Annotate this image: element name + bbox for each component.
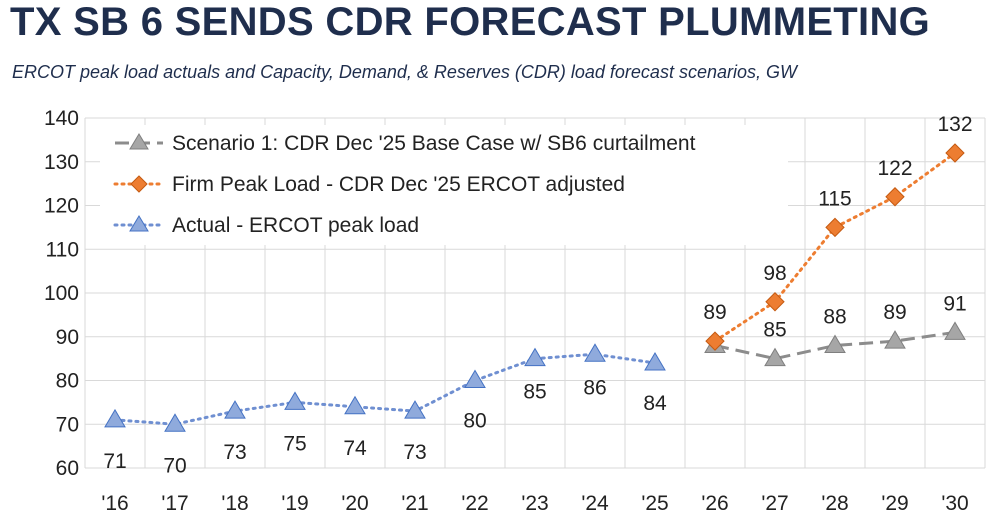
x-tick-label: '30 (941, 492, 968, 515)
x-tick-label: '16 (101, 492, 128, 515)
legend-marker-firm (130, 175, 148, 193)
data-label-firm: 89 (703, 301, 726, 324)
data-point-scenario1 (944, 321, 966, 340)
y-tick-label: 90 (56, 326, 79, 349)
data-label-scenario1: 88 (823, 306, 846, 329)
legend-marker-actual (129, 215, 149, 232)
data-label-actual: 71 (103, 450, 126, 473)
y-axis-ticks: 60 70 80 90 100 110 120 130 140 (44, 107, 79, 480)
chart-subtitle: ERCOT peak load actuals and Capacity, De… (12, 62, 797, 82)
y-tick-label: 140 (44, 107, 79, 130)
y-tick-label: 80 (56, 370, 79, 393)
data-point-actual (524, 347, 546, 367)
data-label-actual: 73 (223, 441, 246, 464)
data-label-firm: 98 (763, 262, 786, 285)
y-tick-label: 70 (56, 413, 79, 436)
legend-item-firm: Firm Peak Load - CDR Dec '25 ERCOT adjus… (113, 173, 625, 196)
x-tick-label: '25 (641, 492, 668, 515)
x-tick-label: '20 (341, 492, 368, 515)
data-point-firm (885, 187, 905, 207)
data-point-firm (765, 292, 785, 312)
y-tick-label: 110 (46, 238, 79, 261)
y-tick-label: 100 (44, 282, 79, 305)
legend-label-actual: Actual - ERCOT peak load (172, 214, 419, 237)
y-tick-label: 120 (44, 195, 79, 218)
x-tick-label: '26 (701, 492, 728, 515)
data-point-scenario1 (884, 330, 906, 349)
x-axis-ticks: '16 '17 '18 '19 '20 '21 '22 '23 '24 '25 '26 '27 '28 '… (101, 492, 968, 515)
data-label-actual: 84 (643, 392, 667, 415)
x-tick-label: '28 (821, 492, 848, 515)
data-label-actual: 75 (283, 432, 306, 455)
legend-marker-scenario1 (129, 133, 149, 150)
y-tick-label: 60 (56, 457, 79, 480)
legend-item-actual: Actual - ERCOT peak load (113, 214, 419, 237)
x-tick-label: '23 (521, 492, 548, 515)
data-label-actual: 80 (463, 410, 486, 433)
data-point-firm (945, 143, 965, 163)
data-point-scenario1 (824, 334, 846, 353)
data-label-scenario1: 89 (883, 301, 906, 324)
data-point-actual (584, 343, 606, 362)
x-tick-label: '27 (761, 492, 788, 515)
series-line-actual (113, 352, 657, 426)
data-label-firm: 132 (937, 113, 972, 136)
data-label-firm: 115 (818, 187, 851, 210)
data-point-firm (705, 331, 725, 351)
data-point-actual (404, 400, 426, 419)
x-tick-label: '21 (401, 492, 428, 515)
data-point-actual (284, 391, 306, 410)
legend-item-scenario1: Scenario 1: CDR Dec '25 Base Case w/ SB6… (115, 132, 696, 155)
data-point-scenario1 (764, 347, 786, 367)
data-label-actual: 73 (403, 441, 426, 464)
x-tick-label: '17 (161, 492, 188, 515)
data-label-actual: 86 (583, 376, 606, 399)
x-tick-label: '18 (221, 492, 248, 515)
data-point-actual (344, 395, 366, 415)
legend: Scenario 1: CDR Dec '25 Base Case w/ SB6… (100, 125, 788, 245)
data-point-actual (164, 413, 186, 432)
data-point-firm (825, 217, 845, 238)
data-point-actual (644, 352, 666, 371)
x-tick-label: '19 (281, 492, 308, 515)
data-point-actual (224, 400, 246, 419)
series-layer (104, 143, 966, 432)
data-label-actual: 70 (163, 454, 186, 477)
chart-title: TX SB 6 SENDS CDR FORECAST PLUMMETING (10, 0, 931, 44)
legend-background (100, 125, 788, 245)
data-point-actual (464, 369, 486, 388)
legend-label-firm: Firm Peak Load - CDR Dec '25 ERCOT adjus… (172, 173, 625, 196)
x-tick-label: '24 (581, 492, 609, 515)
data-label-firm: 122 (877, 157, 912, 180)
x-tick-label: '22 (461, 492, 488, 515)
data-labels: 71 70 73 75 74 73 80 85 86 84 85 88 89 91 89 98 115 122 13… (103, 113, 972, 477)
y-tick-label: 130 (44, 151, 79, 174)
data-label-actual: 85 (523, 381, 546, 404)
legend-label-scenario1: Scenario 1: CDR Dec '25 Base Case w/ SB6… (172, 132, 696, 155)
x-tick-label: '29 (881, 492, 908, 515)
data-label-scenario1: 91 (943, 292, 966, 315)
data-point-actual (104, 408, 126, 428)
data-label-actual: 74 (343, 437, 367, 460)
data-label-scenario1: 85 (763, 319, 786, 342)
